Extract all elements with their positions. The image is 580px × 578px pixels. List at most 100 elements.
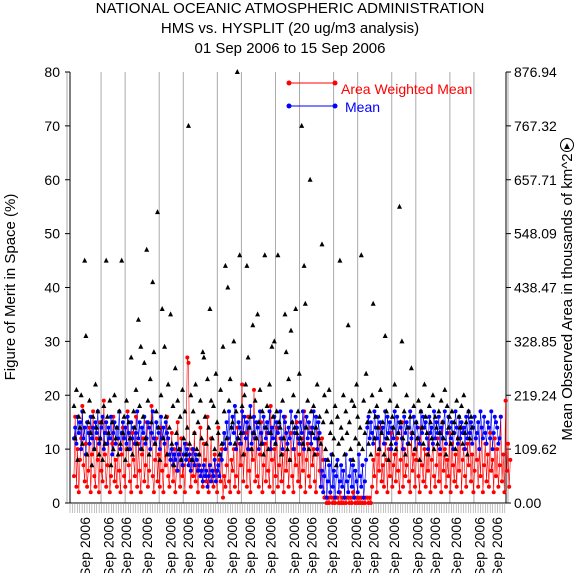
awm-point — [145, 484, 150, 489]
mean-point — [91, 425, 96, 430]
mean-point — [182, 441, 187, 446]
area-triangle-point — [448, 440, 454, 446]
area-triangle-point — [284, 446, 290, 452]
y-tick-label-left: 70 — [44, 118, 60, 134]
legend-awm-marker-right — [332, 80, 338, 86]
mean-point — [489, 409, 494, 414]
mean-point — [185, 447, 190, 452]
area-triangle-point — [348, 446, 354, 452]
area-triangle-point — [149, 419, 154, 425]
y-axis-label-right-text: Mean Observed Area in thousands of km^2 — [559, 153, 576, 440]
y-tick-label-left: 40 — [44, 280, 60, 296]
awm-point — [263, 479, 268, 484]
awm-point — [252, 387, 256, 392]
area-triangle-point — [274, 408, 280, 414]
area-triangle-point — [301, 262, 307, 268]
mean-point — [289, 409, 293, 414]
mean-point — [335, 457, 340, 462]
mean-point — [135, 409, 140, 414]
awm-point — [143, 463, 148, 468]
awm-point — [130, 431, 135, 435]
mean-point — [409, 436, 414, 441]
mean-point — [339, 463, 344, 468]
x-tick-label: Sep 2006 — [304, 517, 320, 573]
area-triangle-point — [373, 413, 379, 419]
mean-point — [244, 420, 249, 425]
area-triangle-point — [194, 446, 200, 452]
area-triangle-point — [132, 424, 138, 430]
area-triangle-point — [76, 413, 82, 419]
mean-point — [322, 474, 327, 479]
awm-point — [134, 414, 138, 419]
awm-point — [343, 501, 348, 505]
area-triangle-point — [174, 430, 179, 435]
awm-point — [433, 484, 438, 489]
mean-point — [485, 420, 490, 425]
awm-point — [255, 474, 260, 479]
awm-point — [75, 447, 80, 452]
area-triangle-point — [157, 456, 163, 462]
awm-point — [484, 479, 489, 484]
mean-point — [173, 457, 178, 462]
area-triangle-point — [101, 403, 107, 408]
area-triangle-point — [94, 424, 100, 430]
awm-point — [173, 490, 178, 495]
area-triangle-point — [344, 430, 350, 435]
area-triangle-point — [128, 354, 134, 360]
area-triangle-point — [211, 403, 216, 408]
awm-point — [501, 452, 506, 457]
awm-point — [182, 490, 187, 495]
area-triangle-point — [232, 440, 238, 446]
awm-point — [131, 457, 136, 462]
mean-point — [255, 425, 260, 430]
area-triangle-point — [141, 359, 147, 365]
area-triangle-point — [180, 386, 185, 392]
area-triangle-point — [115, 451, 121, 457]
area-triangle-point — [238, 430, 244, 435]
area-triangle-point — [397, 203, 402, 209]
mean-point — [101, 447, 106, 452]
area-triangle-point — [298, 435, 303, 441]
area-triangle-point — [330, 451, 336, 457]
area-triangle-point — [278, 451, 284, 457]
awm-point — [107, 490, 112, 495]
mean-point — [169, 447, 174, 452]
awm-point — [188, 484, 193, 489]
area-triangle-point — [283, 349, 289, 355]
mean-point — [168, 457, 173, 462]
awm-point — [442, 447, 447, 452]
area-triangle-point — [159, 306, 165, 311]
awm-point — [185, 355, 190, 360]
x-tick-label: Sep 2006 — [101, 517, 117, 573]
mean-point — [385, 414, 390, 419]
awm-point — [470, 452, 475, 457]
mean-point — [318, 484, 323, 489]
awm-point — [81, 463, 86, 468]
awm-point — [137, 468, 142, 473]
area-triangle-point — [420, 440, 426, 446]
mean-point — [240, 409, 245, 414]
area-triangle-point — [189, 456, 195, 462]
area-triangle-point — [433, 424, 439, 430]
area-triangle-point — [98, 419, 104, 425]
mean-point — [439, 425, 444, 430]
area-triangle-point — [85, 419, 91, 425]
mean-point — [496, 441, 501, 446]
y-tick-label-left: 20 — [44, 387, 60, 403]
area-triangle-point — [190, 408, 196, 414]
mean-point — [111, 431, 116, 435]
mean-point — [401, 447, 405, 452]
mean-point — [362, 479, 367, 484]
awm-point — [372, 474, 377, 479]
area-triangle-point — [380, 419, 386, 425]
area-triangle-point — [155, 209, 160, 215]
area-triangle-point — [331, 435, 337, 441]
awm-point — [118, 490, 123, 495]
awm-point — [491, 490, 496, 495]
area-triangle-point — [89, 462, 95, 468]
title-line-1: NATIONAL OCEANIC ATMOSPHERIC ADMINISTRAT… — [96, 0, 485, 17]
awm-point — [128, 479, 132, 484]
awm-point — [138, 490, 143, 495]
area-triangle-point — [195, 419, 201, 425]
mean-point — [291, 447, 296, 452]
